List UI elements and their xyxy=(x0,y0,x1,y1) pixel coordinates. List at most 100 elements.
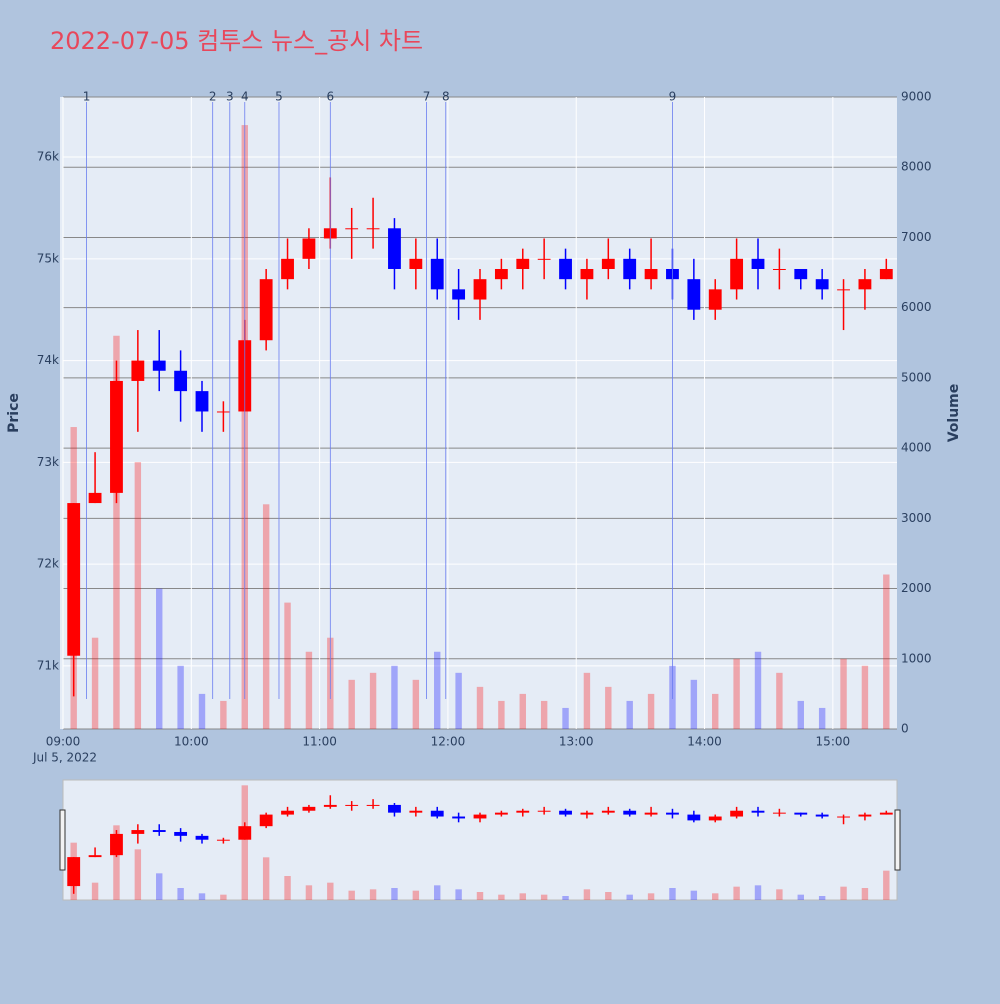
mini-volume-bar xyxy=(412,890,420,900)
candle-body xyxy=(751,258,765,269)
y2-tick-label: 4000 xyxy=(901,441,932,455)
candle-body xyxy=(195,391,209,412)
layers: 0 1000 2000 3000 4000 5000 6000 7000 8000 9000 71k… xyxy=(37,90,932,900)
y-tick-label: 76k xyxy=(37,150,59,164)
mini-volume-bar xyxy=(669,888,676,900)
mini-candle-body xyxy=(837,816,850,818)
mini-candle-body xyxy=(772,812,786,814)
mini-candle-body xyxy=(302,806,316,811)
volume-bar xyxy=(220,700,227,729)
y2-tick-label: 6000 xyxy=(901,300,932,314)
mini-candle-body xyxy=(516,810,530,813)
x-tick-label: 15:00 xyxy=(816,735,851,749)
volume-bar xyxy=(156,588,163,729)
volume-bar xyxy=(562,707,569,729)
mini-volume-bar xyxy=(134,849,142,900)
mini-candle-body xyxy=(687,814,701,821)
mini-candle-body xyxy=(879,812,893,815)
volume-bar xyxy=(883,574,890,729)
mini-candle-body xyxy=(494,812,508,815)
mini-volume-bar xyxy=(818,896,826,900)
y2-tick-label: 9000 xyxy=(901,90,932,104)
event-label: 6 xyxy=(326,90,334,104)
mini-volume-bar xyxy=(626,894,633,900)
volume-bar xyxy=(605,686,612,729)
candle-body xyxy=(473,279,487,300)
mini-volume-bar xyxy=(113,825,120,900)
volume-bar xyxy=(391,665,398,729)
mini-candle-body xyxy=(430,810,444,817)
mini-candle-body xyxy=(323,804,337,807)
volume-bar xyxy=(113,335,120,729)
mini-volume-bar xyxy=(262,857,270,900)
mini-candle-body xyxy=(409,810,423,813)
candle-body xyxy=(388,228,401,269)
candle-body xyxy=(152,360,166,371)
y-tick-label: 72k xyxy=(37,557,59,571)
mini-volume-bar xyxy=(284,876,291,900)
volume-bar xyxy=(412,679,420,729)
range-handle[interactable] xyxy=(894,809,901,871)
mini-candle-body xyxy=(110,833,123,856)
mini-volume-bar xyxy=(177,888,184,900)
mini-volume-bar xyxy=(220,894,227,900)
mini-volume-bar xyxy=(883,870,890,900)
mini-candle-body xyxy=(174,831,188,836)
candle-body xyxy=(815,279,829,290)
volume-bar xyxy=(91,637,99,729)
y-tick-label: 73k xyxy=(37,455,59,469)
mini-candle-body xyxy=(216,839,230,841)
volume-bar xyxy=(647,693,655,729)
range-slider[interactable] xyxy=(62,779,898,901)
mini-candle-body xyxy=(815,814,829,817)
mini-candle-body xyxy=(473,814,487,819)
mini-candle-body xyxy=(666,812,679,815)
mini-candle-body xyxy=(601,810,615,813)
range-handle[interactable] xyxy=(59,809,66,871)
mini-volume-bar xyxy=(519,893,526,900)
y2-tick-label: 7000 xyxy=(901,230,932,244)
candle-body xyxy=(537,258,551,260)
candle-body xyxy=(216,411,230,413)
y-axis-title: Price xyxy=(6,393,22,433)
volume-bar xyxy=(434,651,441,729)
candle-body xyxy=(494,268,508,280)
volume-bar xyxy=(540,700,548,729)
mini-candle-body xyxy=(559,810,572,815)
x-tick-label: 13:00 xyxy=(559,735,594,749)
mini-candle-body xyxy=(152,830,166,832)
y-tick-label: 71k xyxy=(37,658,59,672)
mini-volume-bar xyxy=(690,890,698,900)
candle-body xyxy=(88,492,102,504)
x-tick-label: 11:00 xyxy=(302,735,337,749)
mini-volume-bar xyxy=(327,882,334,900)
mini-volume-bar xyxy=(733,886,740,900)
candle-body xyxy=(687,279,701,310)
volume-bar xyxy=(861,665,869,729)
y-tick-label: 75k xyxy=(37,251,59,265)
mini-candle-body xyxy=(131,830,145,834)
candle-body xyxy=(174,370,188,392)
volume-bar xyxy=(134,462,142,729)
candle-body xyxy=(366,228,380,230)
candle-body xyxy=(772,268,786,270)
volume-bar xyxy=(583,672,591,729)
mini-volume-bar xyxy=(647,893,655,900)
x-date-label: Jul 5, 2022 xyxy=(32,751,97,765)
volume-bar xyxy=(818,707,826,729)
mini-volume-bar xyxy=(583,889,591,900)
mini-volume-bar xyxy=(712,893,719,900)
mini-candle-body xyxy=(388,804,401,813)
volume-bar xyxy=(754,651,762,729)
event-label: 8 xyxy=(442,90,450,104)
mini-volume-bar xyxy=(156,873,163,900)
candle-body xyxy=(302,238,316,259)
volume-bar xyxy=(776,672,783,729)
volume-bar xyxy=(348,679,355,729)
mini-volume-bar xyxy=(754,885,762,900)
volume-bar xyxy=(626,700,633,729)
mini-candle-body xyxy=(238,826,252,840)
x-tick-label: 12:00 xyxy=(431,735,466,749)
mini-candle-body xyxy=(281,810,294,815)
